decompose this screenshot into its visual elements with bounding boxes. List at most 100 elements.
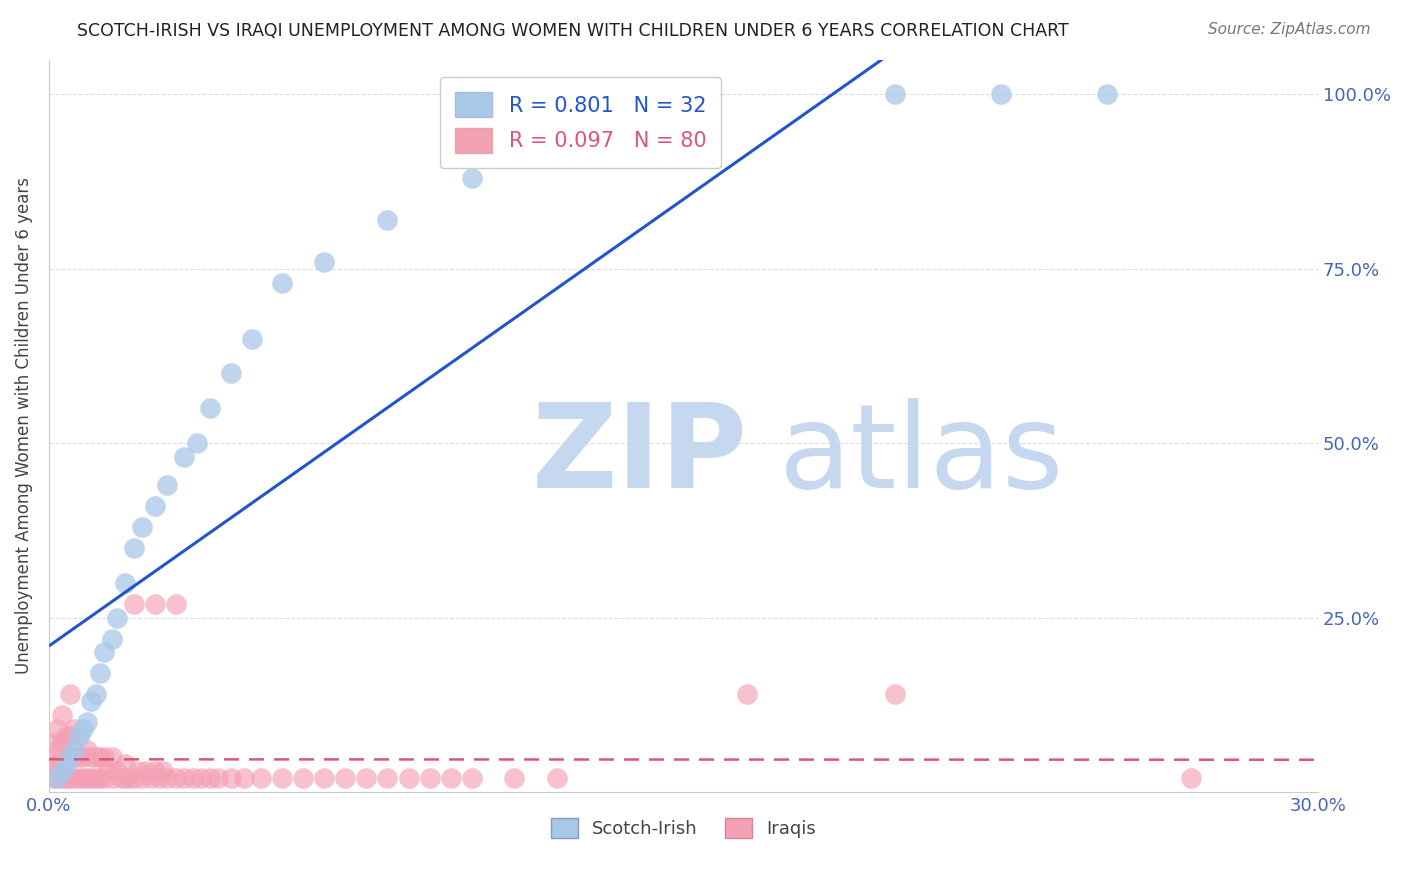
Point (46, 743, 69, 757)
Point (67, 750, 90, 764)
Point (80, 750, 103, 764)
Point (312, 771, 335, 785)
Point (80, 694, 103, 708)
Point (356, 771, 378, 785)
Point (735, 687, 758, 701)
Point (42, 771, 65, 785)
Point (55, 750, 77, 764)
Point (51, 771, 73, 785)
Point (51, 736, 73, 750)
Point (118, 771, 141, 785)
Point (89, 771, 111, 785)
Point (440, 771, 463, 785)
Point (110, 771, 132, 785)
Point (333, 771, 356, 785)
Point (173, 771, 195, 785)
Point (114, 757, 136, 772)
Point (143, 764, 166, 778)
Point (76, 743, 98, 757)
Point (101, 632, 124, 646)
Point (67, 771, 90, 785)
Point (181, 771, 204, 785)
Point (93, 750, 115, 764)
Point (240, 332, 263, 346)
Point (59, 750, 82, 764)
Point (198, 771, 221, 785)
Point (59, 771, 82, 785)
Point (131, 771, 153, 785)
Point (186, 436, 208, 450)
Point (59, 729, 82, 743)
Point (198, 401, 221, 416)
Point (377, 771, 399, 785)
Point (93, 645, 115, 659)
Point (72, 771, 94, 785)
Point (76, 715, 98, 730)
Point (55, 757, 77, 772)
Point (461, 771, 484, 785)
Point (80, 771, 103, 785)
Point (89, 666, 111, 681)
Point (419, 771, 441, 785)
Point (173, 450, 195, 465)
Point (46, 722, 69, 736)
Point (84, 771, 107, 785)
Point (219, 367, 242, 381)
Point (105, 610, 128, 624)
Point (156, 771, 179, 785)
Point (135, 764, 157, 778)
Point (93, 771, 115, 785)
Point (76, 771, 98, 785)
Point (377, 213, 399, 227)
Point (398, 771, 420, 785)
Point (122, 541, 145, 555)
Point (63, 771, 86, 785)
Point (546, 771, 568, 785)
Point (127, 764, 149, 778)
Point (51, 757, 73, 772)
Point (143, 597, 166, 611)
Point (67, 729, 90, 743)
Point (46, 771, 69, 785)
Point (122, 597, 145, 611)
Point (152, 764, 174, 778)
Point (219, 771, 242, 785)
Point (1095, 87, 1118, 102)
Point (46, 757, 69, 772)
Point (131, 520, 153, 534)
Point (156, 478, 179, 492)
Point (270, 276, 292, 290)
Point (249, 771, 271, 785)
Point (139, 771, 162, 785)
Point (84, 687, 107, 701)
Point (42, 757, 65, 772)
Point (232, 771, 254, 785)
Point (503, 771, 526, 785)
Point (114, 575, 136, 590)
Text: ZIP: ZIP (531, 398, 747, 513)
Point (270, 771, 292, 785)
Point (51, 708, 73, 723)
Point (312, 255, 335, 269)
Point (46, 771, 69, 785)
Point (884, 87, 907, 102)
Point (143, 499, 166, 513)
Point (148, 771, 170, 785)
Point (101, 771, 124, 785)
Point (461, 171, 484, 186)
Point (165, 771, 187, 785)
Point (63, 743, 86, 757)
Point (63, 750, 86, 764)
Point (207, 771, 229, 785)
Point (1180, 771, 1202, 785)
Text: Source: ZipAtlas.com: Source: ZipAtlas.com (1208, 22, 1371, 37)
Point (105, 764, 128, 778)
Point (55, 771, 77, 785)
Point (97, 764, 120, 778)
Point (72, 750, 94, 764)
Point (291, 771, 314, 785)
Point (165, 597, 187, 611)
Point (693, 136, 716, 151)
Point (59, 750, 82, 764)
Point (55, 729, 77, 743)
